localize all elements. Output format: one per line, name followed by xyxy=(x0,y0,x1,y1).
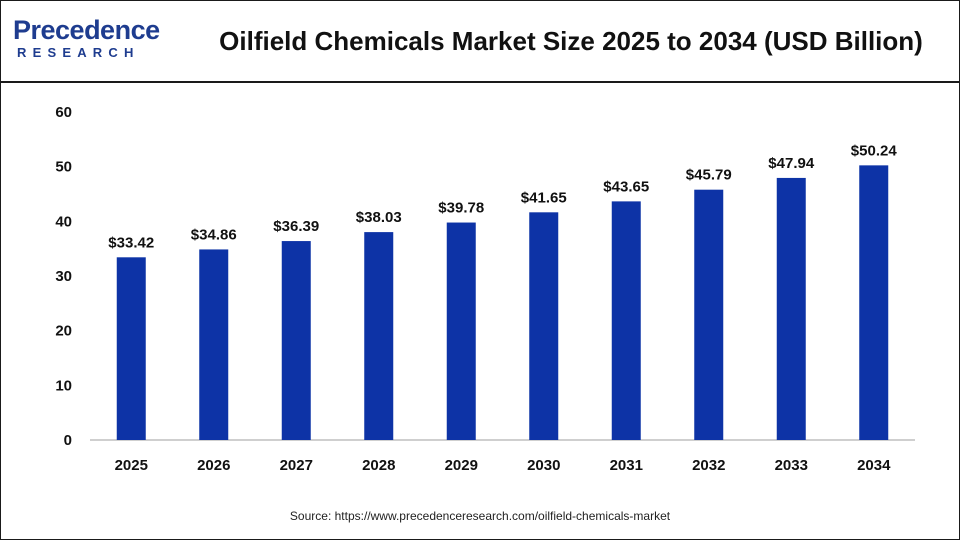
x-tick-label: 2030 xyxy=(527,457,560,474)
data-label: $47.94 xyxy=(768,155,815,172)
x-tick-label: 2026 xyxy=(197,457,230,474)
data-label: $45.79 xyxy=(686,167,732,184)
bar xyxy=(694,189,724,440)
bar xyxy=(776,177,806,440)
y-tick-label: 50 xyxy=(55,159,72,176)
bar xyxy=(446,222,476,440)
x-tick-label: 2034 xyxy=(857,457,891,474)
bar xyxy=(364,232,394,440)
x-tick-label: 2032 xyxy=(692,457,725,474)
source-note: Source: https://www.precedenceresearch.c… xyxy=(289,509,671,523)
x-tick-label: 2025 xyxy=(115,457,148,474)
data-label: $39.78 xyxy=(438,200,484,217)
brand-name: Precedence xyxy=(13,15,160,45)
bar xyxy=(529,212,559,440)
header: Precedence RESEARCH Oilfield Chemicals M… xyxy=(1,1,959,83)
y-tick-label: 0 xyxy=(64,432,72,449)
data-label: $41.65 xyxy=(521,189,567,206)
data-label: $36.39 xyxy=(273,218,319,235)
data-label: $33.42 xyxy=(108,234,154,251)
y-tick-label: 40 xyxy=(55,213,72,230)
y-tick-label: 30 xyxy=(55,268,72,285)
x-tick-label: 2027 xyxy=(280,457,313,474)
y-tick-label: 10 xyxy=(55,377,72,394)
y-tick-label: 20 xyxy=(55,323,72,340)
brand-subtitle: RESEARCH xyxy=(17,45,140,60)
data-label: $43.65 xyxy=(603,178,649,195)
bar xyxy=(116,257,146,440)
bar xyxy=(611,201,641,440)
bar xyxy=(859,165,889,440)
brand-logo: Precedence RESEARCH xyxy=(13,15,163,65)
y-tick-label: 60 xyxy=(55,104,72,121)
bar-chart: 0102030405060$33.422025$34.862026$36.392… xyxy=(55,104,915,474)
x-tick-label: 2029 xyxy=(445,457,478,474)
bar xyxy=(281,241,311,440)
data-label: $50.24 xyxy=(851,142,898,159)
x-tick-label: 2033 xyxy=(775,457,808,474)
data-label: $38.03 xyxy=(356,209,402,226)
chart-title: Oilfield Chemicals Market Size 2025 to 2… xyxy=(219,26,923,56)
x-tick-label: 2031 xyxy=(610,457,643,474)
x-tick-label: 2028 xyxy=(362,457,395,474)
bar xyxy=(199,249,229,440)
data-label: $34.86 xyxy=(191,226,237,243)
